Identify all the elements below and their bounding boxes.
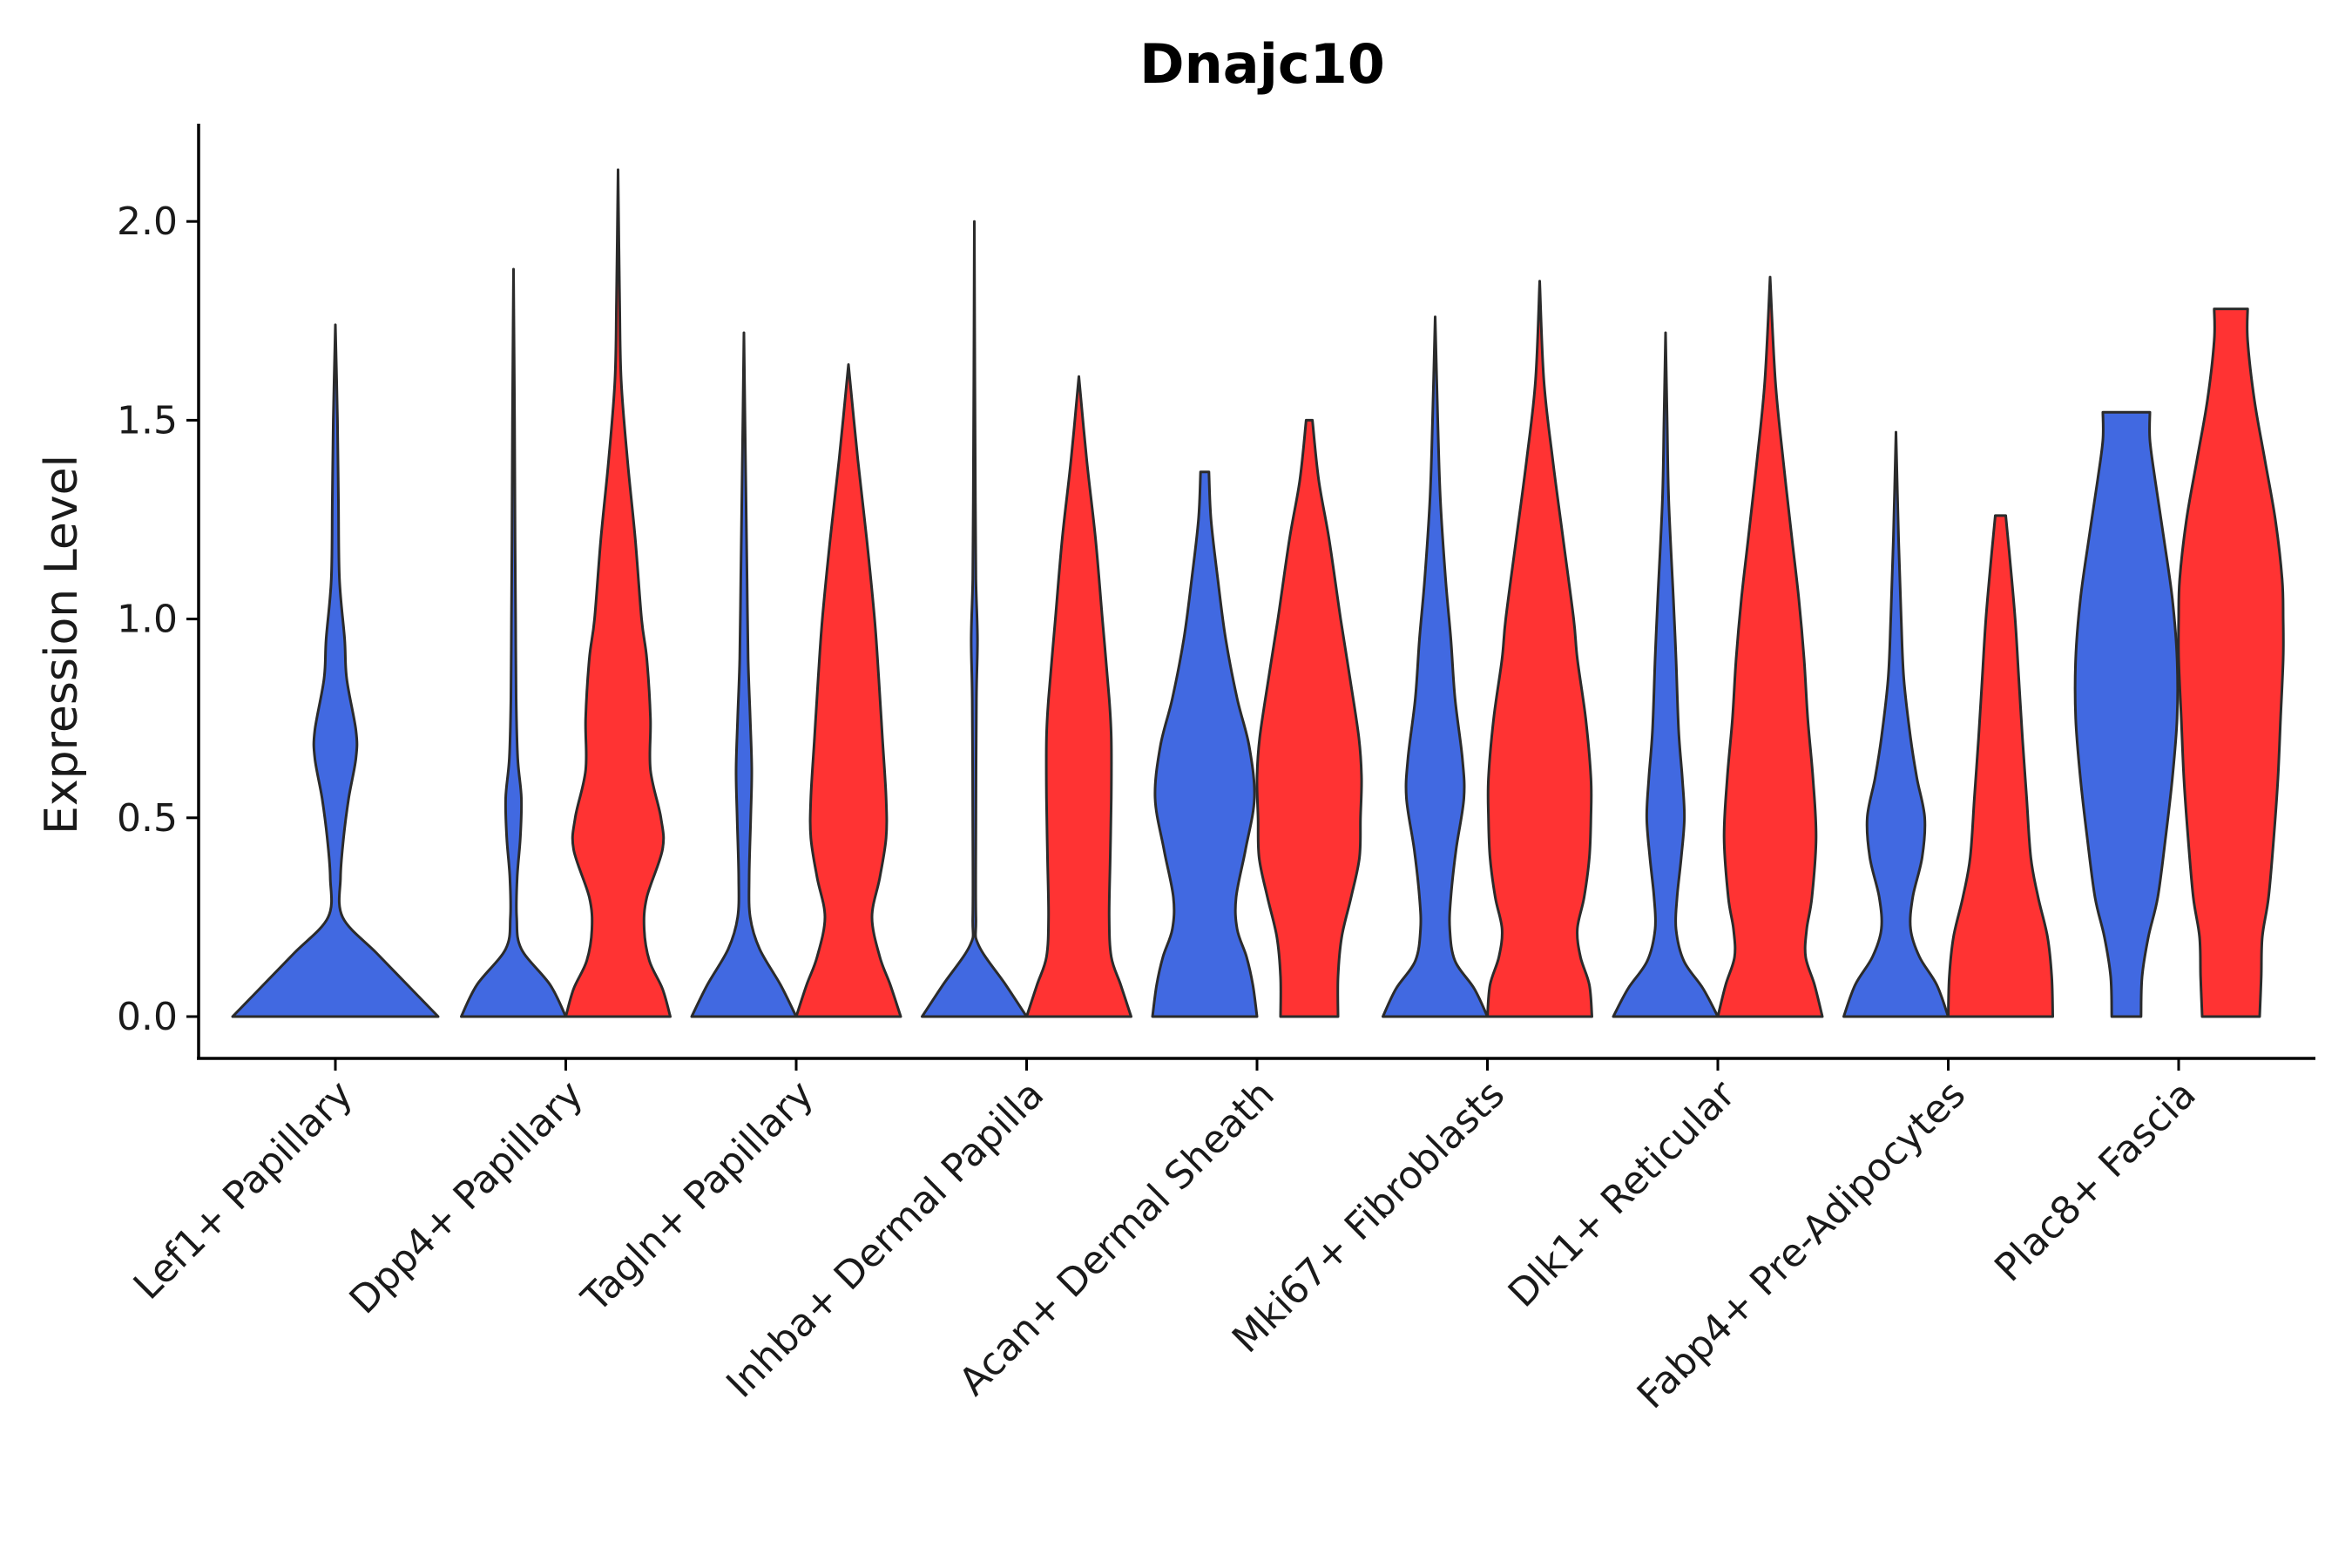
violin-blue-8	[1842, 430, 1950, 1018]
violin-red-3	[794, 363, 902, 1018]
violin-blue-2	[460, 267, 567, 1018]
y-tick-label: 0.5	[117, 796, 178, 841]
violins-group	[231, 168, 2285, 1018]
y-tick-label: 1.5	[117, 398, 178, 443]
x-category-label: Dpp4+ Papillary	[341, 1072, 592, 1323]
violin-red-5	[1255, 418, 1363, 1018]
violin-red-8	[1947, 514, 2054, 1018]
violin-red-2	[564, 168, 672, 1018]
violin-blue-7	[1612, 331, 1720, 1018]
violin-blue-3	[690, 331, 798, 1018]
violin-red-7	[1716, 275, 1824, 1018]
x-category-label: Plac8+ Fascia	[1986, 1072, 2205, 1291]
violin-blue-5	[1151, 470, 1259, 1018]
x-category-label: Tagln+ Papillary	[573, 1072, 822, 1321]
violin-blue-9	[2073, 410, 2180, 1018]
y-axis-label: Expression Level	[36, 455, 88, 835]
violin-red-9	[2177, 308, 2285, 1018]
y-tick-label: 1.0	[117, 598, 178, 642]
violin-blue-4	[921, 220, 1028, 1018]
violin-red-4	[1025, 375, 1132, 1018]
violin-blue-1	[231, 323, 440, 1018]
violin-red-6	[1486, 280, 1593, 1018]
y-ticks-group: 0.0 0.5 1.0 1.5 2.0	[117, 199, 199, 1039]
violin-blue-6	[1382, 315, 1489, 1018]
y-tick-label: 0.0	[117, 995, 178, 1039]
chart-title: Dnajc10	[1139, 32, 1385, 96]
x-category-label: Dlk1+ Reticular	[1500, 1071, 1745, 1316]
x-category-label: Lef1+ Papillary	[125, 1072, 362, 1308]
y-tick-label: 2.0	[117, 199, 178, 244]
